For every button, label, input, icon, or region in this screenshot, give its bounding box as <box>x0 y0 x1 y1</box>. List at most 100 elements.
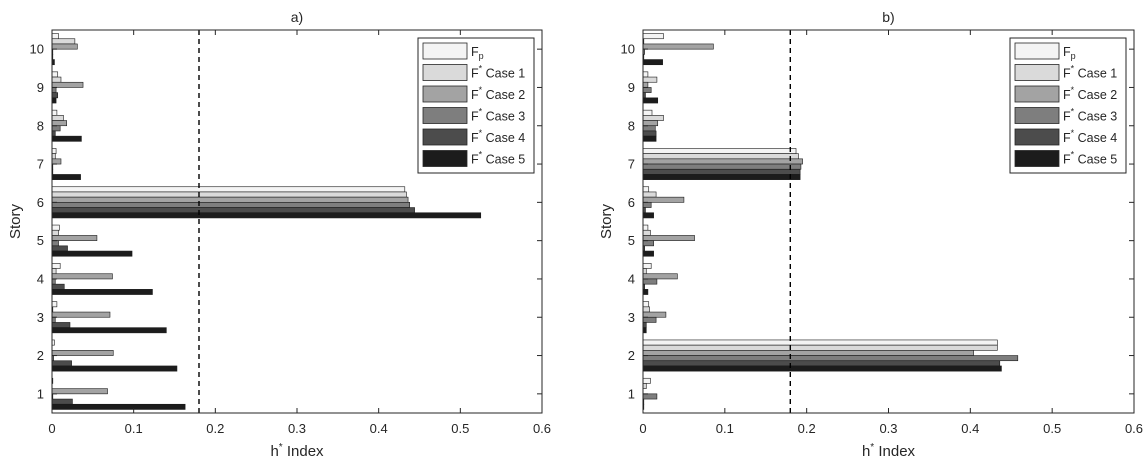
y-axis-label: Story <box>598 203 615 239</box>
x-tick-label: 0.6 <box>1125 421 1143 436</box>
bar-story-2-series-4 <box>642 355 1019 362</box>
bar-story-4-series-4 <box>642 278 658 285</box>
legend-label: F* Case 1 <box>471 64 525 81</box>
bar-story-6-series-4 <box>51 202 411 208</box>
bar-story-4-series-5 <box>51 283 65 290</box>
bar-story-5-series-3 <box>51 235 98 241</box>
bar-story-5-series-6 <box>51 250 133 257</box>
legend-swatch <box>1014 150 1060 167</box>
bar-story-6-series-3 <box>642 196 685 203</box>
y-tick-label: 1 <box>628 386 635 401</box>
bar-story-4-series-6 <box>51 289 153 295</box>
bar-story-3-series-3 <box>642 311 667 318</box>
bar-story-9-series-1 <box>642 71 649 78</box>
bar-story-2-series-2 <box>642 344 998 351</box>
bar-story-5-series-2 <box>642 229 651 236</box>
bar-story-8-series-2 <box>642 115 664 121</box>
x-tick-label: 0.5 <box>1043 421 1061 436</box>
bar-story-2-series-6 <box>642 365 1002 372</box>
bar-story-9-series-3 <box>642 81 649 88</box>
legend-swatch <box>422 85 468 103</box>
x-tick-label: 0.2 <box>798 421 816 436</box>
legend-swatch <box>1014 85 1060 103</box>
bar-story-9-series-4 <box>642 87 652 93</box>
bar-story-6-series-3 <box>51 196 409 203</box>
legend: Fp F* Case 1 F* Case 2 F* Case 3 F* Case 4 F*… <box>417 37 535 174</box>
bar-story-3-series-3 <box>51 311 111 318</box>
bar-story-3-series-6 <box>51 327 167 334</box>
bar-story-7-series-3 <box>51 158 62 165</box>
bar-story-10-series-6 <box>642 59 663 66</box>
legend-swatch <box>1014 128 1060 146</box>
bar-story-5-series-2 <box>51 229 59 236</box>
bar-story-8-series-4 <box>51 125 61 132</box>
chart-title: a) <box>291 9 303 25</box>
bar-story-7-series-3 <box>642 158 803 165</box>
bar-story-7-series-1 <box>642 148 797 154</box>
legend-label: F* Case 5 <box>1063 150 1117 167</box>
x-tick-label: 0.3 <box>879 421 897 436</box>
bar-story-10-series-2 <box>51 38 76 45</box>
y-tick-label: 3 <box>37 310 44 325</box>
bar-story-2-series-5 <box>642 360 1001 367</box>
bar-story-7-series-2 <box>642 153 799 160</box>
bar-story-5-series-6 <box>642 250 654 257</box>
bar-story-9-series-6 <box>642 97 659 104</box>
y-tick-label: 5 <box>37 233 44 248</box>
legend-label: F* Case 4 <box>1063 128 1117 145</box>
x-tick-label: 0.3 <box>288 421 306 436</box>
bar-story-10-series-1 <box>642 33 664 40</box>
y-tick-label: 2 <box>37 348 44 363</box>
bar-story-8-series-3 <box>642 120 659 127</box>
bar-story-4-series-3 <box>51 273 113 280</box>
bar-story-6-series-4 <box>642 202 652 208</box>
bar-story-2-series-1 <box>642 339 998 346</box>
bar-story-4-series-1 <box>51 263 61 269</box>
bar-story-5-series-4 <box>642 240 654 247</box>
bar-story-9-series-6 <box>51 97 57 104</box>
bar-story-3-series-2 <box>642 306 650 313</box>
chart-b: 1 2 3 4 5 6 7 8 9 10 0 0.1 0.2 0.3 0.4 0.5 0.6 b) h* Index… <box>598 9 1143 460</box>
bar-story-7-series-1 <box>51 148 57 154</box>
x-axis-label: h* Index <box>270 442 324 460</box>
bar-story-8-series-4 <box>642 125 656 132</box>
bar-story-6-series-5 <box>51 207 415 214</box>
bar-story-9-series-2 <box>642 76 658 83</box>
bar-story-6-series-6 <box>51 212 482 219</box>
y-tick-label: 8 <box>628 118 635 133</box>
legend-label: Fp <box>1063 45 1076 61</box>
x-tick-label: 0.1 <box>125 421 143 436</box>
x-tick-label: 0.6 <box>533 421 551 436</box>
y-tick-label: 9 <box>37 80 44 95</box>
y-tick-label: 6 <box>628 195 635 210</box>
x-axis-label: h* Index <box>862 442 916 460</box>
bar-story-1-series-1 <box>642 377 651 384</box>
bar-story-8-series-6 <box>642 135 657 142</box>
y-tick-label: 2 <box>628 348 635 363</box>
y-tick-label: 5 <box>628 233 635 248</box>
legend-label: F* Case 2 <box>471 85 525 102</box>
axes-frame <box>51 29 543 414</box>
bar-story-5-series-3 <box>642 235 695 241</box>
legend-label: Fp <box>471 45 484 61</box>
bar-story-3-series-1 <box>51 301 58 308</box>
bar-story-9-series-4 <box>51 87 57 93</box>
legend-label: F* Case 3 <box>471 107 525 124</box>
bar-story-5-series-5 <box>51 245 68 252</box>
bar-story-8-series-2 <box>51 115 64 121</box>
bar-story-8-series-6 <box>51 135 82 142</box>
bar-story-7-series-6 <box>642 174 801 180</box>
y-tick-label: 8 <box>37 118 44 133</box>
legend-swatch <box>422 150 468 167</box>
bar-story-5-series-1 <box>642 224 649 231</box>
bar-story-4-series-2 <box>51 268 57 275</box>
bar-story-8-series-1 <box>51 109 58 116</box>
x-tick-label: 0.2 <box>206 421 224 436</box>
axes-frame <box>642 29 1135 414</box>
bar-story-6-series-6 <box>642 212 654 219</box>
legend-swatch <box>1014 64 1060 81</box>
bar-story-1-series-3 <box>51 388 108 395</box>
chart-title: b) <box>882 9 894 25</box>
bar-story-2-series-5 <box>51 360 72 367</box>
bar-story-7-series-5 <box>642 168 801 175</box>
